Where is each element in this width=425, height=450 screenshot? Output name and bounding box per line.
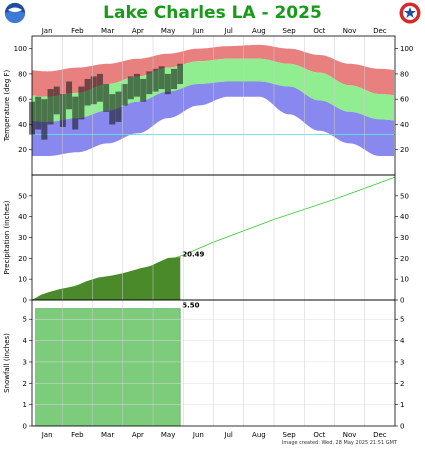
month-label-top: Jul xyxy=(223,27,233,35)
month-label-bottom: Mar xyxy=(101,431,114,439)
temp-ytick-label-right: 60 xyxy=(400,96,409,104)
actual-temp-bar xyxy=(109,94,116,125)
snow-ytick-label-right: 0 xyxy=(400,423,404,431)
precip-ylabel: Precipitation (inches) xyxy=(3,200,11,274)
actual-temp-bar xyxy=(146,71,153,95)
temp-ytick-label-right: 80 xyxy=(400,70,409,78)
month-label-top: Sep xyxy=(283,27,297,35)
page-title: Lake Charles LA - 2025 xyxy=(103,3,322,23)
month-label-top: Jun xyxy=(192,27,204,35)
precip-ytick-label: 0 xyxy=(23,297,27,305)
actual-temp-bar xyxy=(164,73,171,95)
snow-panel-frame xyxy=(31,299,396,427)
actual-temp-bar xyxy=(47,89,54,125)
month-label-top: Dec xyxy=(373,27,387,35)
month-label-top: Nov xyxy=(343,27,357,35)
actual-temp-bar xyxy=(90,76,97,105)
month-label-bottom: Nov xyxy=(343,431,357,439)
month-label-bottom: Aug xyxy=(252,431,266,439)
actual-temp-bar xyxy=(121,84,128,106)
actual-temp-bar xyxy=(158,66,165,90)
precip-ytick-label: 30 xyxy=(18,234,27,242)
actual-temp-bar xyxy=(140,78,147,102)
actual-temp-bar xyxy=(41,99,48,140)
month-label-top: May xyxy=(161,27,175,35)
month-label-bottom: Apr xyxy=(132,431,144,439)
actual-temp-bar xyxy=(84,78,91,106)
precip-actual-area xyxy=(32,257,181,300)
month-label-bottom: May xyxy=(161,431,175,439)
snow-ytick-label: 2 xyxy=(23,380,27,388)
actual-temp-bar xyxy=(103,84,110,112)
month-label-top: Apr xyxy=(132,27,144,35)
snow-ytick-label-right: 3 xyxy=(400,358,404,366)
precip-ytick-label-right: 50 xyxy=(400,192,409,200)
month-label-bottom: Jan xyxy=(41,431,53,439)
precip-ytick-label-right: 40 xyxy=(400,213,409,221)
precip-ytick-label-right: 10 xyxy=(400,276,409,284)
actual-temp-bar xyxy=(66,81,73,110)
month-label-top: Mar xyxy=(101,27,114,35)
month-label-top: Aug xyxy=(252,27,266,35)
snow-ytick-label-right: 2 xyxy=(400,380,404,388)
actual-temp-bar xyxy=(78,86,85,120)
snow-ytick-label: 1 xyxy=(23,401,27,409)
month-label-top: Feb xyxy=(71,27,84,35)
temp-ytick-label-right: 20 xyxy=(400,146,409,154)
snow-ylabel: Snowfall (inches) xyxy=(3,333,11,393)
actual-temp-bar xyxy=(171,68,178,90)
actual-temp-bar xyxy=(96,73,103,102)
precip-ytick-label: 10 xyxy=(18,276,27,284)
temp-ytick-label: 20 xyxy=(18,146,27,154)
month-label-top: Jan xyxy=(41,27,53,35)
snowfall-total-label: 5.50 xyxy=(182,302,199,310)
snow-ytick-label-right: 1 xyxy=(400,401,404,409)
temp-ytick-label: 100 xyxy=(14,45,27,53)
nws-logo-icon xyxy=(399,2,421,24)
actual-temp-bar xyxy=(152,68,159,92)
actual-temp-bar xyxy=(133,73,140,97)
temp-ytick-label: 80 xyxy=(18,70,27,78)
snow-ytick-label-right: 4 xyxy=(400,337,405,345)
precip-ytick-label-right: 30 xyxy=(400,234,409,242)
precip-total-label: 20.49 xyxy=(182,250,204,258)
snow-ytick-label: 5 xyxy=(23,316,27,324)
actual-temp-bar xyxy=(177,63,184,85)
snow-ytick-label: 4 xyxy=(23,337,28,345)
snow-ytick-label-right: 5 xyxy=(400,316,404,324)
actual-temp-bar xyxy=(35,96,42,130)
actual-temp-bar xyxy=(59,94,66,127)
temp-ylabel: Temperature (deg F) xyxy=(3,70,11,143)
actual-temp-bar xyxy=(72,96,79,130)
actual-temp-bar xyxy=(115,91,122,122)
temp-ytick-label-right: 40 xyxy=(400,121,409,129)
record-high-band xyxy=(32,44,394,97)
snowfall-area xyxy=(32,308,181,427)
temp-ytick-label: 40 xyxy=(18,121,27,129)
temp-ytick-label-right: 100 xyxy=(400,45,413,53)
month-label-bottom: Dec xyxy=(373,431,387,439)
image-created-footer: Image created: Wed, 28 May 2025 21:51 GM… xyxy=(281,440,397,446)
precip-ytick-label-right: 20 xyxy=(400,255,409,263)
month-label-bottom: Sep xyxy=(283,431,297,439)
month-label-bottom: Oct xyxy=(313,431,325,439)
precip-ytick-label: 20 xyxy=(18,255,27,263)
actual-temp-bar xyxy=(127,76,134,100)
temp-ytick-label: 60 xyxy=(18,96,27,104)
month-label-bottom: Jul xyxy=(223,431,233,439)
snow-ytick-label: 3 xyxy=(23,358,27,366)
noaa-logo-icon xyxy=(4,2,26,24)
month-label-top: Oct xyxy=(313,27,325,35)
precip-ytick-label-right: 0 xyxy=(400,297,404,305)
actual-temp-bar xyxy=(53,86,60,115)
month-label-bottom: Feb xyxy=(71,431,84,439)
precip-ytick-label: 40 xyxy=(18,213,27,221)
precip-ytick-label: 50 xyxy=(18,192,27,200)
snow-ytick-label: 0 xyxy=(23,423,27,431)
month-label-bottom: Jun xyxy=(192,431,204,439)
